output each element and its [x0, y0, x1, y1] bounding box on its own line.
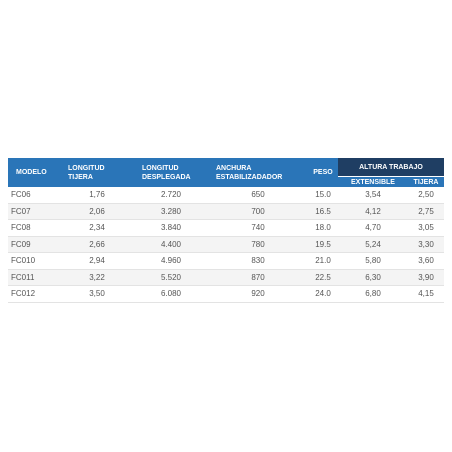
- table-row: FC08 2,34 3.840 740 18.0 4,70 3,05: [8, 219, 444, 237]
- cell-anchura: 700: [208, 203, 308, 220]
- cell-longitud-tijera: 1,76: [60, 187, 134, 204]
- cell-anchura: 920: [208, 285, 308, 303]
- cell-extensible: 5,80: [338, 252, 408, 270]
- header-anchura-line1: ANCHURA: [216, 164, 252, 172]
- cell-peso: 21.0: [308, 252, 338, 270]
- cell-extensible: 6,80: [338, 285, 408, 303]
- header-longitud-tijera-line2: TIJERA: [68, 173, 93, 181]
- header-anchura-line2: ESTABILIZADADOR: [216, 173, 283, 181]
- cell-peso: 18.0: [308, 219, 338, 237]
- cell-tijera: 3,05: [408, 219, 444, 237]
- cell-tijera: 2,75: [408, 203, 444, 220]
- cell-anchura: 830: [208, 252, 308, 270]
- cell-modelo: FC06: [8, 187, 60, 204]
- cell-extensible: 3,54: [338, 187, 408, 204]
- cell-extensible: 4,12: [338, 203, 408, 220]
- table-row: FC07 2,06 3.280 700 16.5 4,12 2,75: [8, 203, 444, 220]
- header-modelo: MODELO: [8, 158, 60, 187]
- cell-anchura: 740: [208, 219, 308, 237]
- table-row: FC09 2,66 4.400 780 19.5 5,24 3,30: [8, 236, 444, 253]
- cell-modelo: FC08: [8, 219, 60, 237]
- cell-anchura: 780: [208, 236, 308, 253]
- cell-anchura: 650: [208, 187, 308, 204]
- header-altura-trabajo: ALTURA TRABAJO: [338, 158, 444, 177]
- header-anchura-estabilizador: ANCHURA ESTABILIZADADOR: [208, 158, 308, 187]
- cell-peso: 16.5: [308, 203, 338, 220]
- cell-longitud-tijera: 2,94: [60, 252, 134, 270]
- cell-modelo: FC012: [8, 285, 60, 303]
- cell-tijera: 3,30: [408, 236, 444, 253]
- cell-peso: 24.0: [308, 285, 338, 303]
- cell-longitud-tijera: 2,06: [60, 203, 134, 220]
- cell-longitud-desplegada: 6.080: [134, 285, 208, 303]
- cell-longitud-desplegada: 4.960: [134, 252, 208, 270]
- cell-longitud-desplegada: 5.520: [134, 269, 208, 286]
- header-longitud-desplegada: LONGITUD DESPLEGADA: [134, 158, 208, 187]
- cell-modelo: FC011: [8, 269, 60, 286]
- header-longitud-desplegada-line1: LONGITUD: [142, 164, 179, 172]
- cell-longitud-desplegada: 3.280: [134, 203, 208, 220]
- cell-modelo: FC09: [8, 236, 60, 253]
- cell-peso: 15.0: [308, 187, 338, 204]
- cell-peso: 19.5: [308, 236, 338, 253]
- cell-longitud-tijera: 3,22: [60, 269, 134, 286]
- cell-longitud-tijera: 2,34: [60, 219, 134, 237]
- cell-longitud-desplegada: 2.720: [134, 187, 208, 204]
- table-row: FC06 1,76 2.720 650 15.0 3,54 2,50: [8, 187, 444, 204]
- cell-peso: 22.5: [308, 269, 338, 286]
- cell-extensible: 5,24: [338, 236, 408, 253]
- cell-longitud-desplegada: 3.840: [134, 219, 208, 237]
- cell-tijera: 2,50: [408, 187, 444, 204]
- cell-tijera: 4,15: [408, 285, 444, 303]
- cell-modelo: FC07: [8, 203, 60, 220]
- cell-modelo: FC010: [8, 252, 60, 270]
- cell-extensible: 4,70: [338, 219, 408, 237]
- header-tijera: TIJERA: [408, 176, 444, 187]
- cell-anchura: 870: [208, 269, 308, 286]
- table-row: FC010 2,94 4.960 830 21.0 5,80 3,60: [8, 252, 444, 270]
- cell-longitud-tijera: 3,50: [60, 285, 134, 303]
- header-extensible: EXTENSIBLE: [338, 176, 408, 187]
- cell-longitud-tijera: 2,66: [60, 236, 134, 253]
- header-longitud-tijera-line1: LONGITUD: [68, 164, 105, 172]
- cell-tijera: 3,60: [408, 252, 444, 270]
- header-peso: PESO: [308, 158, 338, 187]
- header-longitud-tijera: LONGITUD TIJERA: [60, 158, 134, 187]
- cell-longitud-desplegada: 4.400: [134, 236, 208, 253]
- cell-tijera: 3,90: [408, 269, 444, 286]
- table-row: FC012 3,50 6.080 920 24.0 6,80 4,15: [8, 285, 444, 303]
- table-row: FC011 3,22 5.520 870 22.5 6,30 3,90: [8, 269, 444, 286]
- header-longitud-desplegada-line2: DESPLEGADA: [142, 173, 191, 181]
- specs-table: MODELO LONGITUD TIJERA LONGITUD DESPLEGA…: [8, 158, 444, 303]
- cell-extensible: 6,30: [338, 269, 408, 286]
